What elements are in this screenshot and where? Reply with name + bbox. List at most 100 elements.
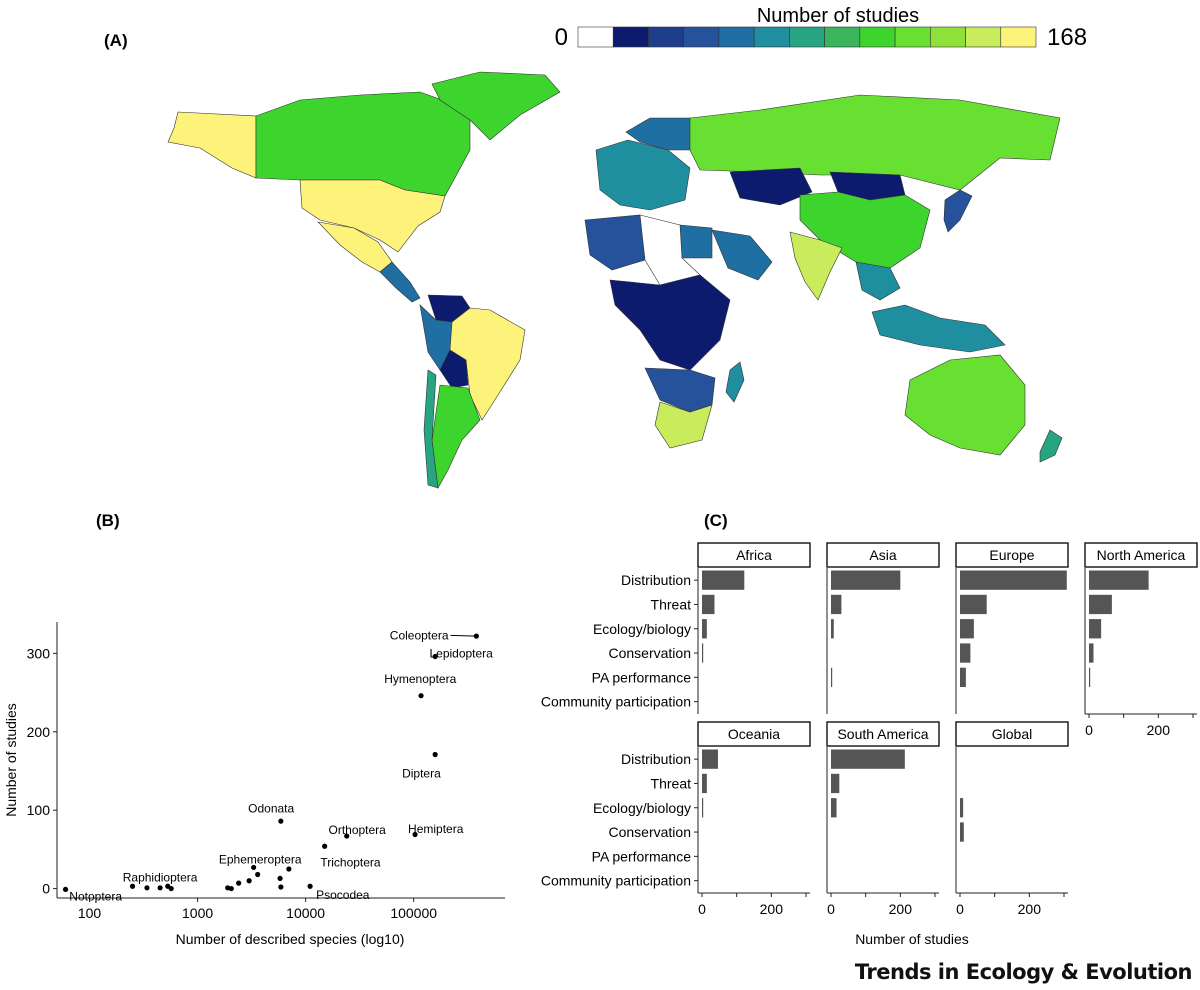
facet-strip [697, 542, 811, 568]
map-legend: Number of studies 0 168 [555, 5, 1087, 51]
facet-bar [960, 594, 987, 615]
scatter-point [157, 885, 163, 891]
scatter-x-tick-label: 100000 [390, 905, 437, 921]
colorbar-swatch [965, 26, 1002, 48]
scatter-point-label: Odonata [248, 802, 294, 816]
legend-max-label: 168 [1047, 24, 1087, 51]
facet-bar [1089, 667, 1091, 687]
facet-category-label: PA performance [592, 848, 692, 864]
scatter-point-label: Notoptera [69, 889, 122, 903]
map-region-southeast-asia [855, 261, 901, 301]
scatter-point [286, 866, 292, 872]
map-region-southern-africa [644, 367, 716, 413]
scatter-point [251, 864, 257, 871]
facet-category-label: Threat [651, 775, 692, 791]
facet-bar [831, 798, 837, 818]
colorbar-swatch [753, 26, 790, 48]
facet-strip [955, 721, 1069, 747]
colorbar-swatch [824, 26, 861, 48]
facet-strip-label: Europe [989, 547, 1034, 563]
facet-strip [955, 542, 1069, 568]
facet-strip-label: Asia [869, 547, 896, 563]
scatter-point [255, 871, 261, 878]
facet-category-label: Community participation [541, 694, 691, 710]
facet-category-label: PA performance [592, 669, 692, 685]
map-region-india [789, 231, 843, 301]
colorbar-swatch [930, 26, 966, 48]
facet-bar [702, 594, 715, 615]
scatter-point [144, 885, 150, 891]
scatter-point [344, 833, 350, 839]
scatter-point [236, 880, 242, 886]
scatter-point [278, 884, 284, 890]
world-map [167, 71, 1063, 489]
scatter-points: Coleoptera Lepidoptera Hymenoptera Diptera H… [62, 628, 493, 903]
facet-category-label: Distribution [621, 751, 691, 767]
map-region-europe [595, 139, 691, 211]
map-region-japan [943, 189, 973, 233]
scatter-x-label: Number of described species (log10) [176, 931, 405, 947]
scatter-y-tick-label: 0 [42, 881, 50, 897]
scatter-ticks: 100 1000 10000 100000 0 100 200 300 [27, 645, 438, 921]
colorbar-swatch [718, 26, 755, 48]
facet-bar [702, 798, 704, 818]
scatter-plot: 100 1000 10000 100000 0 100 200 300 Coleoptera L… [3, 622, 505, 947]
facet-x-label: Number of studies [855, 931, 969, 947]
panel-b-label: (B) [96, 511, 120, 530]
map-region-alaska [167, 111, 257, 179]
facet-x-tick-label: 0 [1085, 722, 1093, 738]
scatter-point [278, 818, 284, 824]
facet-x-tick-label: 200 [1147, 722, 1171, 738]
scatter-point [432, 653, 438, 660]
scatter-point [62, 886, 69, 892]
facet-bar [831, 619, 834, 639]
map-region-central-america [379, 261, 421, 303]
facet-bar [960, 667, 966, 687]
facet-x-tick-label: 0 [698, 901, 706, 917]
map-region-bolivia [439, 349, 469, 389]
faceted-bar-chart: Distribution Threat Ecology/biology Conserv… [541, 542, 1198, 917]
scatter-leader-line [450, 634, 477, 637]
scatter-point-label: Psocodea [316, 888, 370, 902]
map-region-chile [423, 369, 439, 489]
scatter-point [322, 843, 328, 849]
facet-category-label: Conservation [609, 824, 692, 840]
panel-c-label: (C) [704, 511, 728, 530]
facet-bar [702, 773, 707, 794]
scatter-point [168, 885, 174, 892]
facet-strip-label: South America [837, 726, 928, 742]
facet-bar [831, 667, 833, 687]
facet-bar [702, 749, 718, 769]
scatter-point [228, 885, 234, 892]
facet-category-label: Threat [651, 596, 692, 612]
scatter-point-label: Orthoptera [328, 823, 386, 837]
facet-bar [960, 798, 964, 818]
scatter-point [418, 693, 424, 699]
facet-category-label: Conservation [609, 645, 692, 661]
facet-bar [831, 570, 901, 590]
scatter-point [307, 883, 313, 889]
panel-a-label: (A) [104, 31, 128, 50]
map-region-south-africa [654, 401, 713, 449]
colorbar-swatch [612, 26, 649, 48]
scatter-point [246, 878, 252, 884]
facet-bar [960, 822, 964, 842]
facet-strip [697, 721, 811, 747]
scatter-x-tick-label: 10000 [286, 905, 325, 921]
scatter-point [432, 751, 438, 758]
facet-bar [960, 619, 974, 639]
scatter-point-label: Ephemeroptera [219, 853, 302, 867]
colorbar-swatch [1000, 26, 1037, 48]
facet-bar [1089, 570, 1149, 590]
facet-strip-label: Global [992, 726, 1032, 742]
map-region-egypt [679, 224, 713, 259]
facet-x-tick-label: 0 [956, 901, 964, 917]
facet-strip-label: North America [1097, 547, 1186, 563]
map-region-russia [689, 94, 1061, 191]
map-region-indonesia [871, 304, 1006, 353]
facet-strip-label: Oceania [728, 726, 780, 742]
map-region-china [799, 191, 931, 269]
colorbar-swatch [577, 26, 614, 48]
facet-bar [702, 619, 707, 639]
